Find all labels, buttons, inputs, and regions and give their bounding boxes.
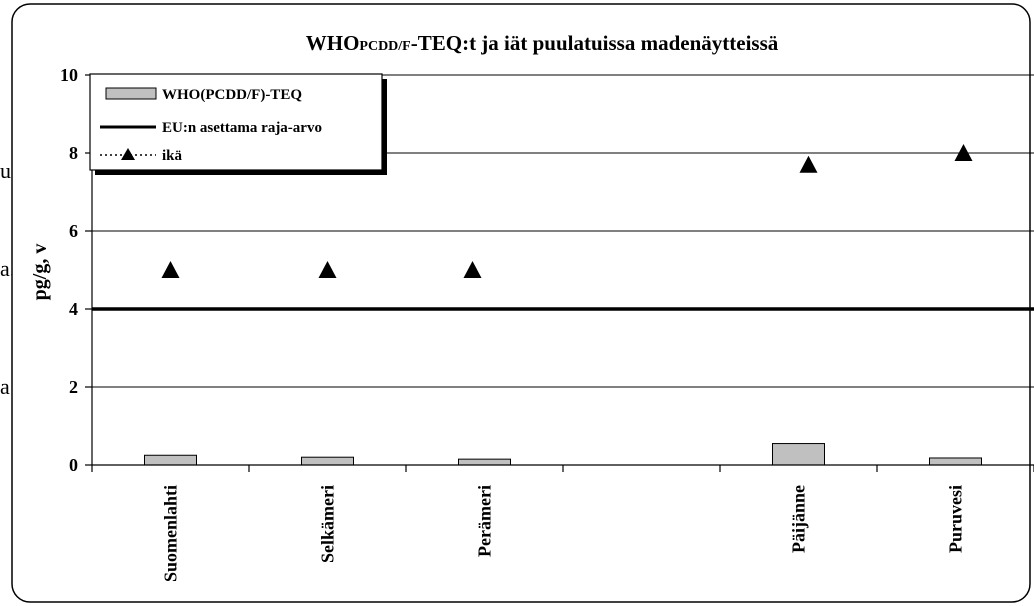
x-tick-label-Suomenlahti: Suomenlahti: [161, 485, 181, 582]
chart-title: WHOPCDD/F-TEQ:t ja iät puulatuissa maden…: [306, 31, 779, 55]
bar-Perämeri: [458, 458, 511, 466]
x-tick-label-Perämeri: Perämeri: [475, 485, 495, 557]
age-marker-Puruvesi: [954, 144, 973, 161]
y-tick-label: 8: [69, 143, 78, 163]
age-marker-Perämeri: [463, 261, 482, 278]
y-tick-label: 6: [69, 221, 78, 241]
bar-Puruvesi: [929, 457, 982, 466]
axes: [85, 74, 1034, 472]
chart-title-subscript: PCDD/F: [359, 39, 410, 54]
stray-text-3: a: [0, 374, 10, 399]
x-tick-label-Selkämeri: Selkämeri: [318, 485, 338, 563]
x-tick-label-Päijänne: Päijänne: [789, 485, 809, 553]
age-marker-Selkämeri: [318, 261, 337, 278]
legend-label-limit: EU:n asettama raja-arvo: [162, 120, 322, 136]
y-tick-label: 10: [60, 65, 78, 85]
y-axis-label: pg/g, v: [29, 244, 51, 301]
y-tick-label: 0: [69, 455, 78, 475]
legend: WHO(PCDD/F)-TEQ EU:n asettama raja-arvo …: [89, 73, 387, 175]
legend-swatch-age-marker: [121, 148, 135, 160]
age-markers: [161, 144, 973, 278]
age-marker-Suomenlahti: [161, 261, 180, 278]
legend-label-teq: WHO(PCDD/F)-TEQ: [162, 87, 302, 103]
bar-Suomenlahti: [144, 454, 197, 466]
chart-title-suffix: -TEQ:t ja iät puulatuissa madenäytteissä: [411, 31, 779, 55]
x-tick-labels: Suomenlahti Selkämeri Perämeri Päijänne Puru…: [161, 485, 966, 582]
chart-title-prefix: WHO: [306, 31, 360, 55]
bar-Selkämeri: [301, 456, 354, 466]
y-tick-labels: 0 2 4 6 8 10: [60, 65, 78, 475]
bar-Päijänne: [772, 443, 825, 466]
age-marker-Päijänne: [799, 155, 818, 173]
y-tick-label: 4: [69, 299, 78, 319]
y-tick-label: 2: [69, 377, 78, 397]
legend-label-age: ikä: [162, 148, 183, 164]
x-tick-label-Puruvesi: Puruvesi: [946, 485, 966, 553]
legend-swatch-teq: [105, 87, 157, 100]
